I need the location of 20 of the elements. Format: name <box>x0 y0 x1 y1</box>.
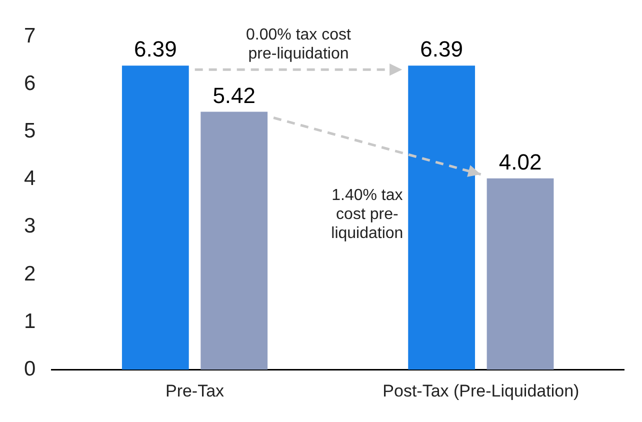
bar <box>486 178 554 370</box>
data-label: 6.39 <box>134 36 177 62</box>
annotation: 1.40% tax cost pre- liquidation <box>331 186 404 242</box>
annotation: 0.00% tax cost pre-liquidation <box>246 26 352 63</box>
bar <box>408 66 476 370</box>
y-tick-label: 0 <box>24 357 36 380</box>
x-tick-label: Pre-Tax <box>165 381 225 400</box>
y-tick-label: 2 <box>24 262 36 286</box>
bar <box>200 112 268 370</box>
bar <box>122 66 189 370</box>
y-tick-label: 1 <box>24 310 36 333</box>
y-tick-label: 7 <box>24 24 36 48</box>
y-tick-label: 6 <box>24 72 36 95</box>
y-tick-label: 5 <box>24 120 36 143</box>
y-tick-label: 4 <box>24 167 36 190</box>
y-tick-label: 3 <box>24 214 36 238</box>
x-tick-label: Post-Tax (Pre-Liquidation) <box>382 381 580 400</box>
data-label: 5.42 <box>212 82 256 108</box>
data-label: 6.39 <box>420 36 463 62</box>
data-label: 4.02 <box>498 149 542 174</box>
